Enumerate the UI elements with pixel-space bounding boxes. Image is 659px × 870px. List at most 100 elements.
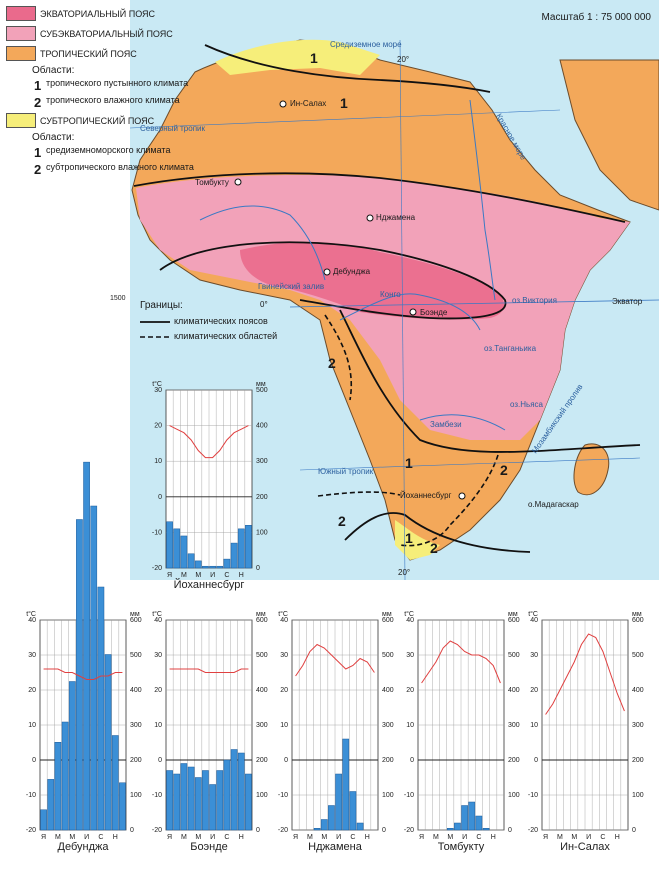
ndjamena-dot	[366, 214, 374, 222]
precip-bar	[356, 822, 364, 831]
temp-tick-label: 20	[530, 687, 538, 694]
map-legend: ЭКВАТОРИАЛЬНЫЙ ПОЯС СУБЭКВАТОРИАЛЬНЫЙ ПО…	[6, 6, 216, 180]
north-tropic-label: Северный тропик	[140, 124, 206, 133]
belt-border-eq	[159, 241, 507, 320]
precip-bar	[68, 681, 76, 831]
precip-bar	[166, 770, 173, 831]
legend-tropical: ТРОПИЧЕСКИЙ ПОЯС	[6, 46, 216, 61]
month-label: М	[69, 834, 75, 841]
med-sea-label: Средиземное море	[330, 40, 402, 49]
map-scale: Масштаб 1 : 75 000 000	[541, 12, 651, 23]
precip-bar	[111, 735, 119, 831]
month-label: М	[307, 834, 313, 841]
precip-bar	[202, 770, 209, 831]
precip-tick-label: 500	[382, 652, 394, 659]
ndjamena-label: Нджамена	[376, 213, 416, 222]
precip-tick-label: 300	[508, 722, 520, 729]
temperature-line	[545, 633, 625, 715]
sub-region-2-text: субтропического влажного климата	[46, 162, 194, 172]
nyasa-label: оз.Ньяса	[510, 400, 543, 409]
temp-tick-label: -20	[26, 827, 36, 834]
precip-bar	[482, 828, 490, 831]
month-label: М	[195, 834, 201, 841]
legend-equatorial: ЭКВАТОРИАЛЬНЫЙ ПОЯС	[6, 6, 216, 21]
month-label: Н	[365, 834, 370, 841]
temp-tick-label: 20	[154, 687, 162, 694]
johannesburg-label: Йоханнесбург	[400, 491, 452, 500]
month-label: И	[210, 572, 215, 579]
south-tropic-label: Южный тропик	[318, 467, 374, 476]
temp-unit-label: t°C	[152, 610, 162, 618]
region-2-text: тропического влажного климата	[46, 95, 180, 105]
month-label: М	[181, 572, 187, 579]
precip-tick-label: 300	[256, 458, 268, 465]
precip-bar	[216, 770, 224, 831]
precip-bar	[349, 791, 357, 831]
dashed-line-icon	[140, 335, 170, 338]
month-label: С	[224, 834, 229, 841]
temp-tick-label: 40	[28, 617, 36, 624]
precip-tick-label: 300	[256, 722, 268, 729]
temp-tick-label: 0	[32, 757, 36, 764]
precip-bar	[446, 828, 454, 831]
subtropical-north	[215, 39, 380, 75]
temp-tick-label: 40	[530, 617, 538, 624]
deg-20n-label: 20°	[397, 55, 410, 64]
temp-tick-label: 10	[280, 722, 288, 729]
precip-tick-label: 200	[382, 757, 394, 764]
month-label: Я	[543, 834, 548, 841]
sub-region-2-num: 2	[34, 162, 42, 177]
tombouctou-dot	[234, 178, 242, 186]
month-label: Н	[615, 834, 620, 841]
precip-tick-label: 300	[632, 722, 644, 729]
subequatorial-swatch	[6, 26, 36, 41]
precip-unit-label: мм	[256, 611, 266, 618]
precip-tick-label: 200	[130, 757, 142, 764]
legend-subequatorial: СУБЭКВАТОРИАЛЬНЫЙ ПОЯС	[6, 26, 216, 41]
precip-bar	[245, 525, 252, 569]
temp-tick-label: 0	[284, 757, 288, 764]
precip-tick-label: 600	[508, 617, 520, 624]
equatorial-label: ЭКВАТОРИАЛЬНЫЙ ПОЯС	[40, 8, 156, 19]
subtropical-region-2: 2 субтропического влажного климата	[34, 162, 216, 177]
precip-bar	[97, 586, 105, 831]
precip-tick-label: 400	[382, 687, 394, 694]
temp-tick-label: 10	[530, 722, 538, 729]
month-label: Н	[113, 834, 118, 841]
gulf-guinea-label: Гвинейский залив	[258, 282, 325, 291]
borders-legend: Границы: климатических поясов климатичес…	[140, 300, 290, 341]
precip-tick-label: 200	[632, 757, 644, 764]
region-num-ss1: 1	[405, 530, 413, 546]
deg-0-label: 0°	[260, 300, 268, 309]
temp-tick-label: 20	[154, 423, 162, 430]
month-label: Н	[239, 572, 244, 579]
region-1-num: 1	[34, 78, 42, 93]
debundja-peak-label: 1500	[110, 295, 126, 302]
temp-tick-label: 0	[534, 757, 538, 764]
precip-bar	[216, 565, 224, 569]
precip-bar	[342, 738, 350, 831]
precip-tick-label: 600	[130, 617, 142, 624]
precip-unit-label: мм	[382, 611, 392, 618]
precip-unit-label: мм	[508, 611, 518, 618]
precip-bar	[237, 528, 245, 569]
temp-tick-label: -10	[404, 792, 414, 799]
tropic-north-line	[129, 109, 561, 129]
temp-tick-label: 0	[158, 494, 162, 501]
precip-bar	[223, 759, 231, 831]
precip-tick-label: 100	[256, 792, 268, 799]
temp-tick-label: 20	[280, 687, 288, 694]
temp-tick-label: 20	[28, 687, 36, 694]
temp-tick-label: 30	[28, 652, 36, 659]
region-num-n2: 1	[340, 95, 348, 111]
precip-bar	[194, 560, 202, 569]
region-border-label: климатических областей	[174, 331, 278, 341]
month-label: С	[476, 834, 481, 841]
temp-tick-label: 30	[530, 652, 538, 659]
precip-tick-label: 200	[508, 757, 520, 764]
temperature-line	[295, 643, 375, 677]
precip-tick-label: 500	[130, 652, 142, 659]
month-label: Я	[167, 834, 172, 841]
month-label: Я	[41, 834, 46, 841]
region-border-legend: климатических областей	[140, 332, 290, 341]
